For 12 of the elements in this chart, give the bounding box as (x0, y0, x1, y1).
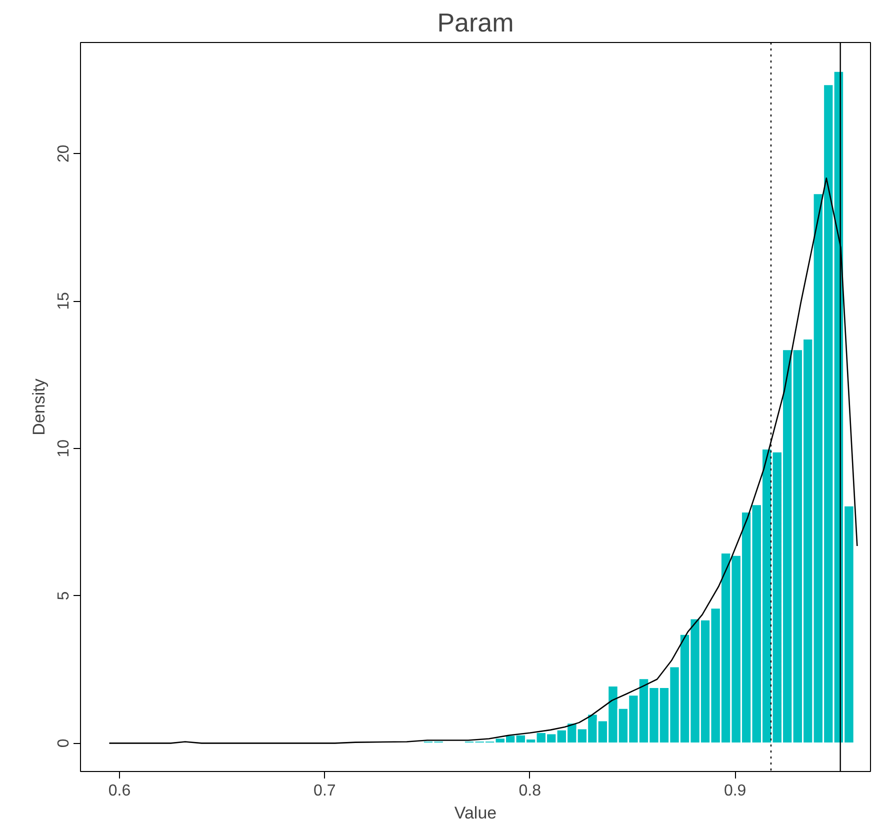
x-tick-label: 0.9 (724, 782, 746, 800)
y-tick-label: 10 (56, 439, 72, 458)
y-tick-label: 5 (56, 591, 72, 600)
x-tick-label: 0.6 (108, 782, 131, 800)
y-tick-label: 0 (56, 738, 72, 748)
y-axis-title: Density (30, 378, 48, 436)
y-tick-label: 20 (56, 144, 72, 163)
x-tick-label: 0.8 (518, 782, 542, 800)
x-axis-title: Value (454, 804, 497, 822)
x-tick-label: 0.7 (314, 782, 336, 800)
y-tick-label: 15 (56, 292, 72, 310)
chart-title: Param (437, 8, 514, 38)
